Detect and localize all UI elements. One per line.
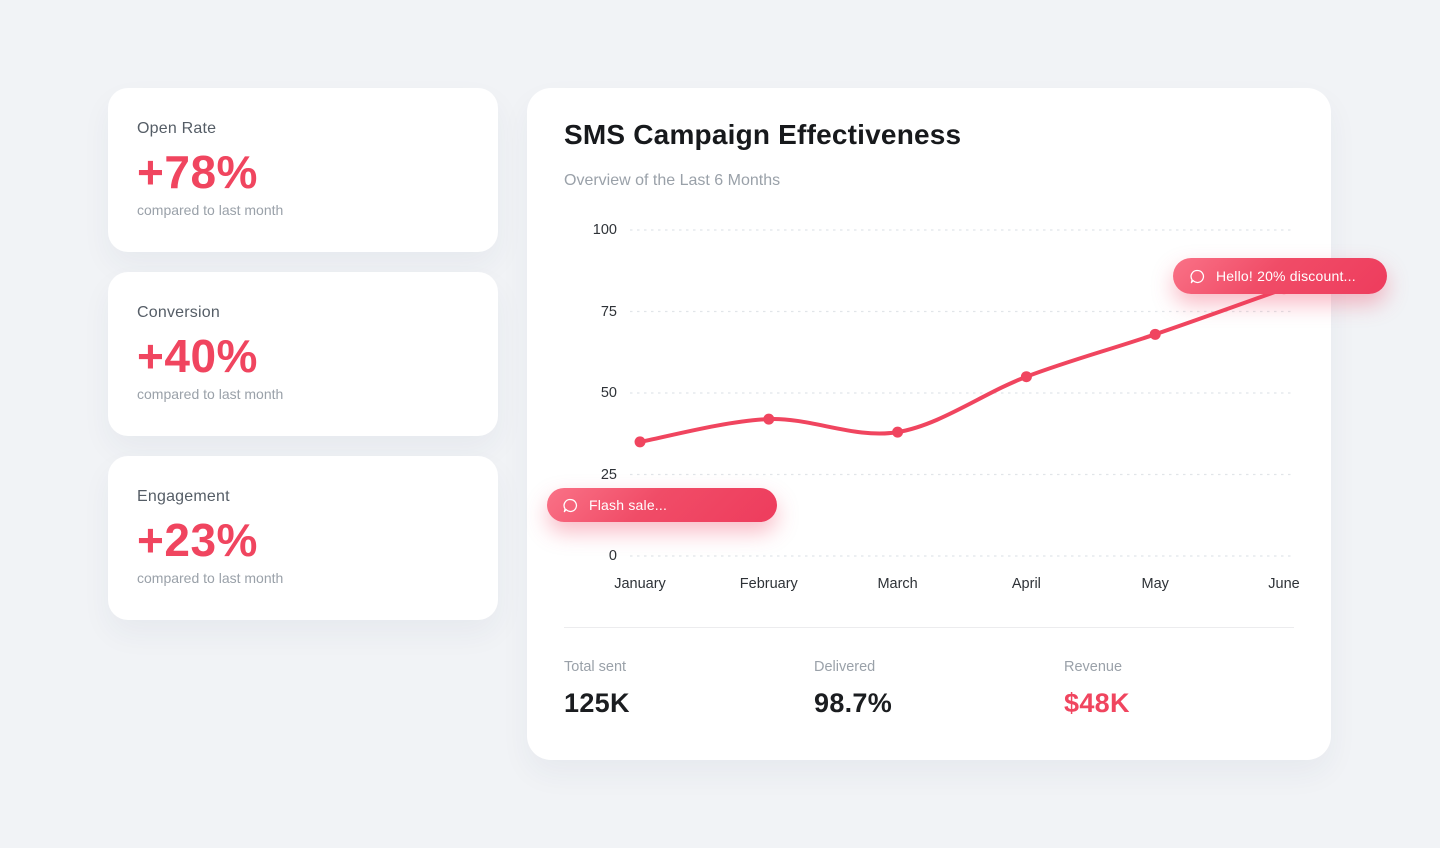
annotation-hello-discount[interactable]: Hello! 20% discount... [1173, 258, 1387, 294]
stat-delivered: Delivered 98.7% [814, 658, 1064, 719]
metric-card-caption: compared to last month [137, 570, 284, 586]
x-axis-tick-january: January [614, 576, 666, 592]
data-point [1020, 371, 1032, 383]
stat-total-sent: Total sent 125K [564, 658, 814, 719]
x-axis-tick-march: March [877, 576, 918, 592]
metric-card-open-rate: Open Rate +78% compared to last month [108, 88, 498, 252]
data-point [634, 436, 646, 448]
metric-card-value: +40% [137, 330, 258, 382]
data-point [763, 413, 775, 425]
chat-bubble-icon [1189, 268, 1206, 285]
metric-card-label: Open Rate [137, 120, 217, 137]
stats-divider [564, 627, 1294, 628]
stat-value: 125K [564, 688, 630, 718]
sms-campaign-card: SMS Campaign Effectiveness Overview of t… [527, 88, 1387, 760]
annotation-label: Hello! 20% discount... [1216, 268, 1356, 284]
y-axis-tick: 50 [600, 385, 617, 401]
metric-card-caption: compared to last month [137, 386, 284, 402]
stat-label: Total sent [564, 659, 627, 675]
y-axis-tick: 100 [592, 222, 617, 238]
stat-label: Delivered [814, 659, 876, 675]
x-axis-tick-june: June [1268, 576, 1300, 592]
data-point [892, 426, 904, 438]
stat-value: 98.7% [814, 688, 893, 718]
annotation-flash-sale[interactable]: Flash sale... [547, 488, 777, 522]
chart-plot-area [630, 229, 1294, 557]
stat-label: Revenue [1064, 659, 1123, 675]
x-axis-tick-february: February [739, 576, 798, 592]
page-title: SMS Campaign Effectiveness [564, 119, 962, 150]
metric-card-label: Engagement [137, 488, 230, 505]
metric-card-engagement: Engagement +23% compared to last month [108, 456, 498, 620]
metric-card-caption: compared to last month [137, 202, 284, 218]
metric-card-conversion: Conversion +40% compared to last month [108, 272, 498, 436]
stat-value: $48K [1064, 688, 1130, 718]
y-axis-tick: 0 [608, 548, 617, 564]
y-axis-tick: 75 [600, 303, 617, 320]
summary-stats-row: Total sent 125K Delivered 98.7% Revenue … [564, 658, 1314, 719]
x-axis-tick-april: April [1011, 576, 1041, 592]
stat-revenue: Revenue $48K [1064, 658, 1314, 719]
annotation-label: Flash sale... [589, 497, 668, 513]
line-chart: 100 75 50 25 0 January February March Ap… [527, 88, 1387, 648]
page-subtitle: Overview of the Last 6 Months [564, 172, 781, 189]
data-point [1149, 328, 1161, 340]
y-axis-tick: 25 [600, 466, 617, 483]
metric-card-label: Conversion [137, 304, 220, 321]
metric-card-value: +78% [137, 146, 258, 198]
metric-card-value: +23% [137, 514, 258, 566]
line-series [638, 286, 1286, 444]
chat-bubble-icon [562, 497, 579, 514]
x-axis-tick-may: May [1141, 576, 1169, 592]
